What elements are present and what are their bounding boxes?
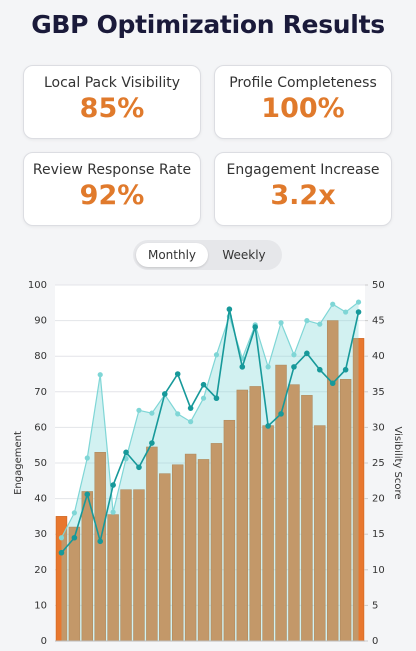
y-tick-label: 80 <box>34 351 47 362</box>
line-point <box>149 440 155 446</box>
y2-tick-label: 45 <box>372 316 385 327</box>
y-tick-label: 90 <box>34 316 47 327</box>
y-tick-label: 20 <box>34 565 47 576</box>
line-point <box>265 423 271 429</box>
y2-tick-label: 40 <box>372 351 385 362</box>
line-point <box>239 364 246 370</box>
line-point <box>187 405 194 411</box>
line-point <box>213 352 220 358</box>
metric-card: Review Response Rate 92% <box>23 152 201 226</box>
line-point <box>110 509 116 515</box>
line-point <box>278 411 284 417</box>
toggle-option[interactable]: Weekly <box>222 248 266 262</box>
metric-card: Local Pack Visibility 85% <box>23 65 201 139</box>
line-point <box>123 449 129 456</box>
y2-tick-label: 20 <box>372 494 385 505</box>
metric-value: 100% <box>261 93 345 124</box>
line-point <box>317 321 323 327</box>
metric-card: Profile Completeness 100% <box>214 65 392 139</box>
line-point <box>97 538 104 545</box>
line-point <box>291 352 297 358</box>
y2-tick-label: 10 <box>372 565 385 576</box>
line-point <box>161 391 168 397</box>
metric-label: Local Pack Visibility <box>43 75 181 91</box>
y-tick-label: 50 <box>34 458 47 469</box>
line-point <box>149 410 155 416</box>
y-tick-label: 100 <box>28 280 47 291</box>
line-point <box>58 549 65 556</box>
line-point <box>329 380 336 387</box>
line-point <box>136 407 142 413</box>
y-tick-label: 0 <box>41 636 47 647</box>
line-point <box>291 364 297 370</box>
line-point <box>343 309 349 315</box>
line-point <box>84 455 90 461</box>
metric-value: 92% <box>79 180 145 211</box>
toggle-option[interactable]: Monthly <box>136 243 208 267</box>
line-point <box>278 320 284 326</box>
y-tick-label: 10 <box>34 600 47 611</box>
line-point <box>188 419 194 425</box>
line-point <box>110 482 116 488</box>
metric-label: Engagement Increase <box>226 162 380 178</box>
area-fill <box>61 302 359 641</box>
chart: 0 10 20 30 40 50 60 70 80 90 100 0 5 10 15 20 25 30 35 40 45… <box>13 280 403 647</box>
y2-tick-label: 30 <box>372 422 385 433</box>
metric-label: Profile Completeness <box>229 75 377 91</box>
page-title: GBP Optimization Results <box>31 10 385 39</box>
y2-tick-label: 15 <box>372 529 385 540</box>
line-point <box>136 464 142 471</box>
y-axis-title: Engagement <box>13 431 24 495</box>
line-point <box>342 366 349 373</box>
y2-tick-label: 35 <box>372 387 385 398</box>
line-point <box>226 306 233 313</box>
y2-axis-title: Visibility Score <box>392 426 403 499</box>
line-point <box>252 324 259 330</box>
line-point <box>355 299 362 305</box>
line <box>60 309 360 554</box>
y-tick-label: 60 <box>34 422 47 433</box>
metric-value: 85% <box>79 93 145 124</box>
line-point <box>200 381 207 388</box>
line-point <box>304 318 310 324</box>
line-point <box>174 371 181 377</box>
metric-label: Review Response Rate <box>32 162 192 178</box>
y-tick-label: 40 <box>34 494 47 505</box>
line-point <box>304 350 310 357</box>
y2-tick-label: 25 <box>372 458 385 469</box>
y-tick-label: 30 <box>34 529 47 540</box>
y-tick-label: 70 <box>34 387 47 398</box>
line-point <box>316 366 323 373</box>
line-point <box>213 395 220 402</box>
line-point <box>200 395 207 401</box>
metric-card: Engagement Increase 3.2x <box>214 152 392 226</box>
line-point <box>355 309 362 315</box>
y2-tick-label: 50 <box>372 280 385 291</box>
line-point <box>71 534 78 541</box>
line-point <box>84 491 91 498</box>
metric-value: 3.2x <box>270 180 336 211</box>
line-point <box>175 411 181 417</box>
line-point <box>330 301 336 307</box>
y2-tick-label: 0 <box>372 636 378 647</box>
period-toggle: Monthly Weekly <box>133 240 282 270</box>
line-point <box>265 364 271 370</box>
line-point <box>97 372 103 378</box>
line-point <box>58 535 65 541</box>
y2-tick-label: 5 <box>372 600 378 611</box>
line-point <box>71 510 77 516</box>
